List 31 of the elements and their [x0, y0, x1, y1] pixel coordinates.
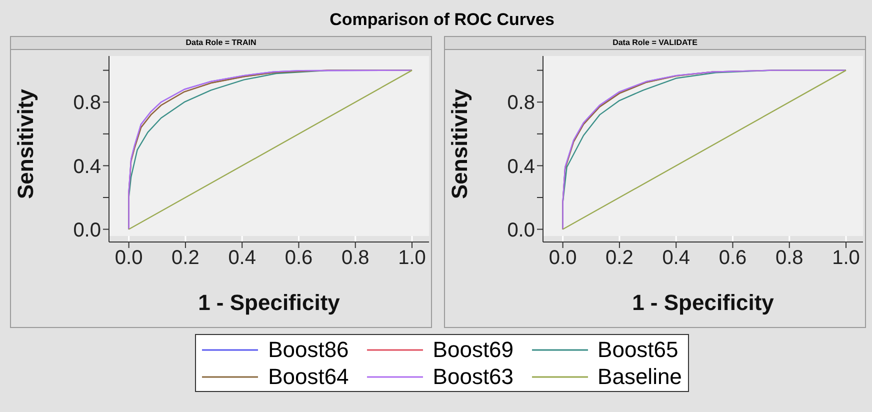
x-tick-label: 0.2 [606, 247, 634, 270]
x-tick-label: 0.4 [228, 247, 256, 270]
x-axis-title: 1 - Specificity [632, 290, 775, 315]
chart-subtitle: Data Role = VALIDATE [445, 37, 865, 50]
chart-subtitle: Data Role = TRAIN [11, 37, 431, 50]
y-tick-label: 0.0 [507, 219, 535, 242]
x-tick-label: 0.8 [341, 247, 370, 270]
x-axis-title: 1 - Specificity [198, 290, 341, 315]
y-tick-label: 0.0 [73, 219, 101, 242]
x-tick-label: 0.4 [662, 247, 690, 270]
legend-label: Boost65 [598, 336, 678, 363]
y-tick-label: 0.4 [73, 156, 101, 178]
legend-label: Boost69 [432, 336, 514, 363]
x-tick-label: 0.8 [775, 247, 804, 270]
x-tick-label: 0.0 [114, 247, 143, 270]
y-axis-title: Sensitivity [446, 88, 472, 199]
chart-title: Comparison of ROC Curves [328, 9, 556, 31]
y-tick-label: 0.8 [507, 92, 535, 114]
legend-label: Boost86 [268, 336, 349, 363]
y-axis-title: Sensitivity [12, 88, 38, 199]
x-tick-label: 1.0 [398, 247, 426, 270]
y-tick-label: 0.8 [73, 92, 101, 114]
legend-label: Boost63 [432, 363, 514, 390]
x-tick-label: 0.6 [718, 247, 747, 270]
y-tick-label: 0.4 [507, 156, 535, 178]
x-tick-label: 0.0 [548, 247, 577, 270]
legend-label: Boost64 [268, 363, 349, 390]
x-tick-label: 1.0 [832, 247, 860, 270]
x-tick-label: 0.2 [172, 247, 200, 270]
x-tick-label: 0.6 [284, 247, 313, 270]
legend-label: Baseline [598, 363, 682, 390]
